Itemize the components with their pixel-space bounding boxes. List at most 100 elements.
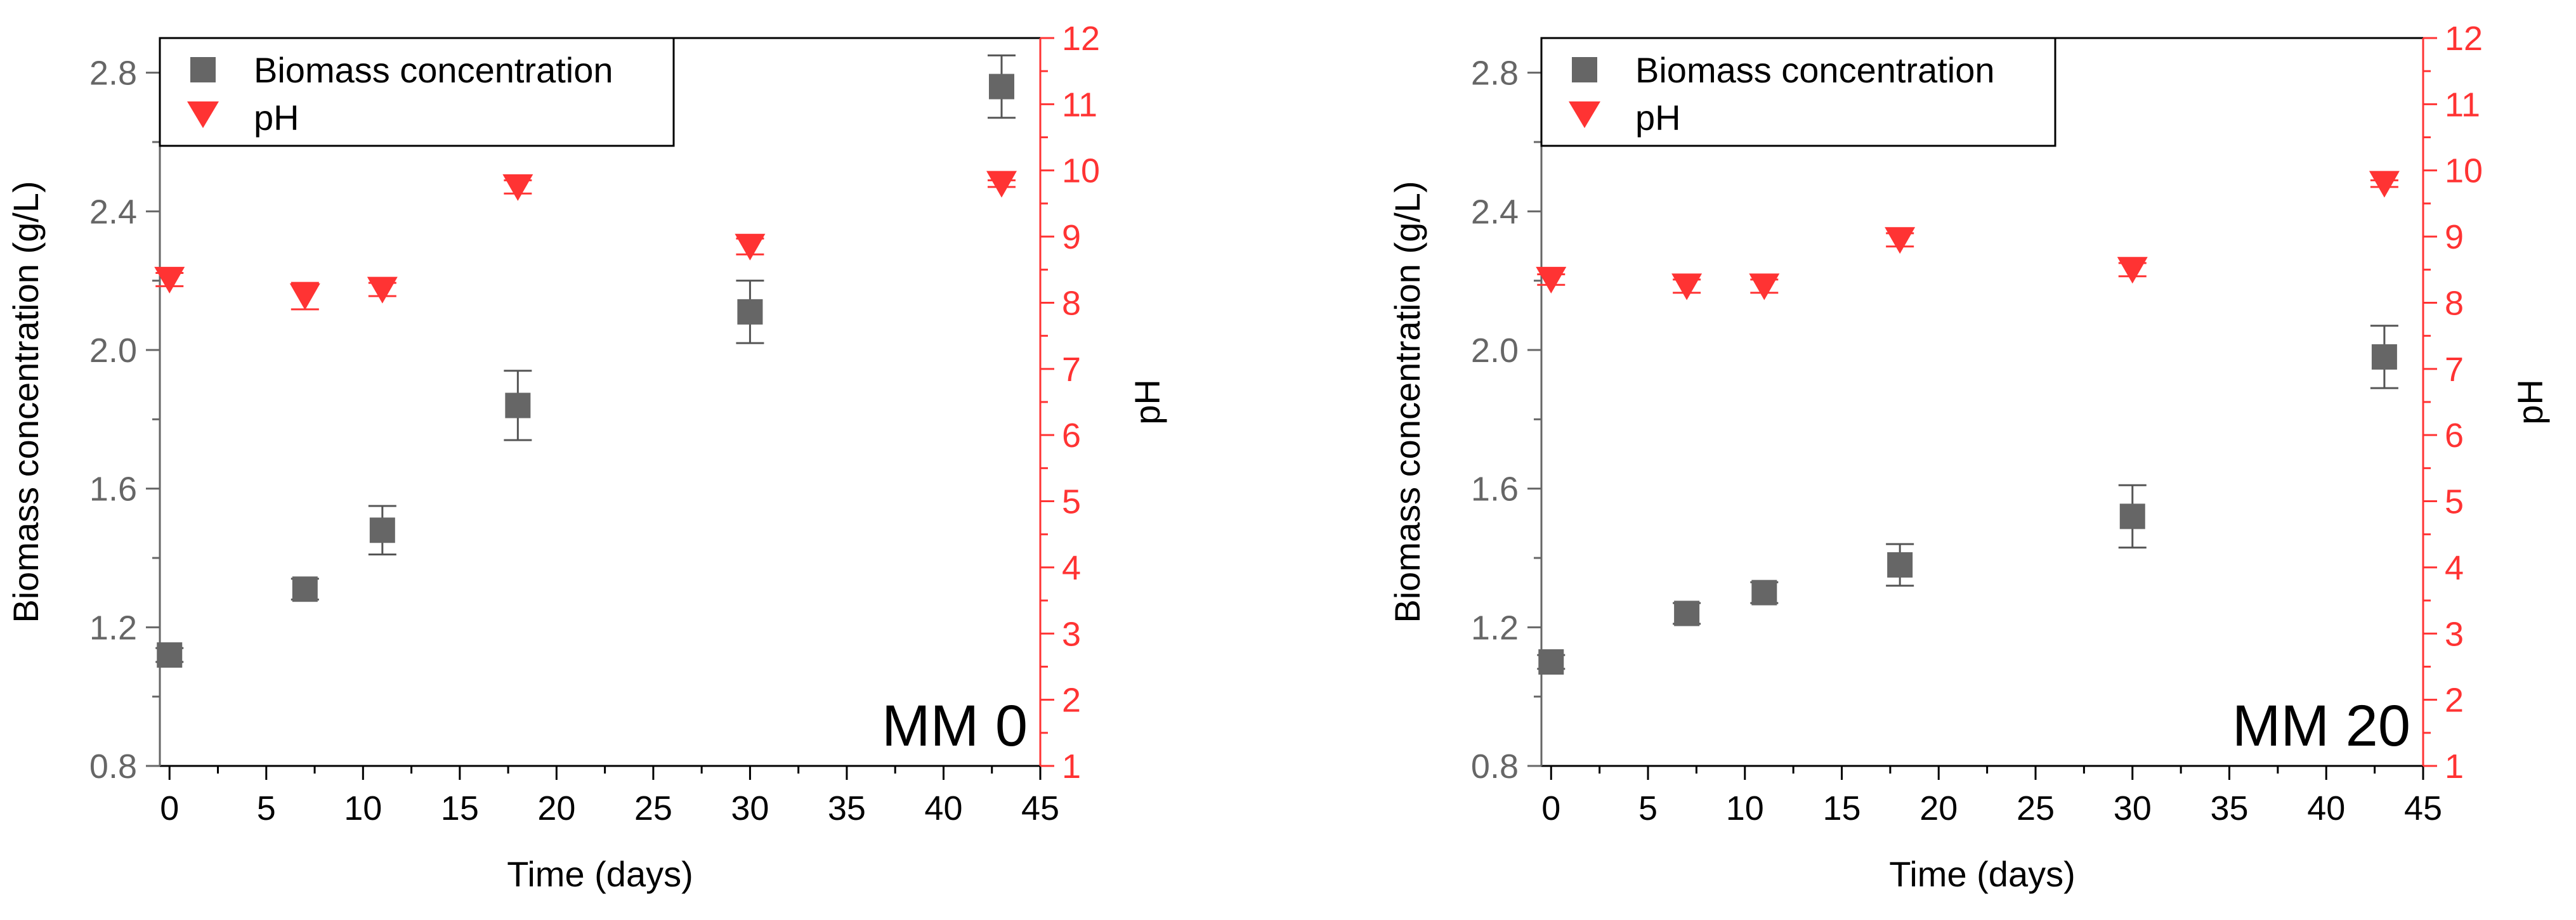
data-point-biomass: [1887, 552, 1913, 578]
legend-marker-ph: [187, 101, 219, 128]
x-tick-label: 10: [1726, 789, 1764, 827]
legend-label-ph: pH: [254, 98, 299, 138]
y2-tick-label: 6: [2445, 417, 2464, 455]
x-tick-label: 35: [2210, 789, 2248, 827]
y2-tick-label: 7: [1062, 351, 1081, 389]
legend-box: [1540, 37, 2056, 147]
x-tick-label: 20: [1919, 789, 1958, 827]
legend-box: [159, 37, 675, 147]
y2-tick-label: 1: [1062, 748, 1081, 786]
x-tick-label: 45: [1021, 789, 1059, 827]
y-tick-label: 2.0: [89, 332, 137, 370]
data-point-ph: [2117, 257, 2148, 284]
y-tick-label: 2.8: [89, 55, 137, 93]
x-axis-title: Time (days): [507, 854, 693, 894]
y2-tick-label: 11: [1062, 86, 1097, 124]
data-point-biomass: [505, 392, 531, 418]
data-point-ph: [1536, 266, 1567, 294]
y2-tick-label: 9: [2445, 218, 2464, 256]
y2-tick-label: 8: [2445, 284, 2464, 322]
data-point-biomass: [737, 299, 763, 325]
legend-marker-biomass: [190, 57, 216, 82]
data-point-ph: [502, 174, 533, 201]
data-point-biomass: [1538, 649, 1564, 675]
y2-tick-label: 2: [1062, 682, 1081, 720]
x-tick-label: 40: [924, 789, 962, 827]
data-point-ph: [986, 171, 1017, 198]
y-tick-label: 2.8: [1471, 55, 1519, 93]
x-tick-label: 5: [1638, 789, 1657, 827]
data-point-biomass: [292, 576, 318, 602]
y2-tick-label: 5: [2445, 483, 2464, 521]
data-point-ph: [1749, 273, 1780, 301]
y2-tick-label: 7: [2445, 351, 2464, 389]
y-tick-label: 2.0: [1471, 332, 1519, 370]
y-tick-label: 0.8: [1471, 748, 1519, 786]
x-tick-label: 40: [2307, 789, 2345, 827]
y-tick-label: 1.6: [1471, 470, 1519, 509]
x-tick-label: 0: [160, 789, 179, 827]
panel-label: MM 20: [2232, 694, 2410, 758]
x-tick-label: 10: [344, 789, 382, 827]
y-tick-label: 1.2: [1471, 609, 1519, 647]
legend-label-ph: pH: [1635, 98, 1681, 138]
x-tick-label: 15: [1822, 789, 1860, 827]
x-tick-label: 35: [828, 789, 866, 827]
data-point-biomass: [157, 642, 183, 668]
data-point-ph: [735, 233, 766, 261]
panel-label: MM 0: [882, 694, 1028, 758]
y2-tick-label: 2: [2445, 682, 2464, 720]
legend-label-biomass: Biomass concentration: [1635, 50, 1995, 90]
legend-label-biomass: Biomass concentration: [254, 50, 613, 90]
x-axis-title: Time (days): [1889, 854, 2076, 894]
data-point-ph: [367, 276, 398, 304]
data-point-ph: [2369, 171, 2400, 198]
y2-tick-label: 11: [2445, 86, 2480, 124]
chart-panel-0: 0 5 10 15 20 25 30 35 40 450.81.21.62.02.42.81234…: [6, 20, 1167, 894]
y-tick-label: 1.6: [89, 470, 137, 509]
data-point-biomass: [1751, 580, 1777, 606]
chart-panel-1: 0 5 10 15 20 25 30 35 40 450.81.21.62.02.42.81234…: [1387, 20, 2550, 894]
y2-axis-title: pH: [1127, 379, 1167, 425]
y-axis-title: Biomass concentration (g/L): [1387, 181, 1427, 623]
x-tick-label: 15: [441, 789, 479, 827]
y2-axis-title: pH: [2510, 379, 2550, 425]
data-point-biomass: [369, 517, 395, 543]
y-axis-title: Biomass concentration (g/L): [6, 181, 46, 623]
y2-tick-label: 8: [1062, 284, 1081, 322]
y-tick-label: 2.4: [1471, 193, 1519, 231]
y2-tick-label: 4: [2445, 549, 2464, 587]
y2-tick-label: 12: [2445, 20, 2483, 58]
y2-tick-label: 3: [1062, 615, 1081, 653]
x-tick-label: 30: [2114, 789, 2152, 827]
y2-tick-label: 4: [1062, 549, 1081, 587]
x-tick-label: 5: [257, 789, 276, 827]
legend-marker-biomass: [1572, 57, 1597, 82]
data-point-ph: [154, 266, 185, 294]
y2-tick-label: 12: [1062, 20, 1100, 58]
y2-tick-label: 6: [1062, 417, 1081, 455]
y-tick-label: 1.2: [89, 609, 137, 647]
y2-tick-label: 5: [1062, 483, 1081, 521]
data-point-biomass: [2371, 344, 2397, 370]
y2-tick-label: 3: [2445, 615, 2464, 653]
x-tick-label: 30: [731, 789, 769, 827]
legend-marker-ph: [1569, 101, 1600, 128]
y2-tick-label: 10: [1062, 152, 1100, 190]
data-point-biomass: [1674, 600, 1700, 626]
data-point-ph: [289, 283, 320, 311]
y-tick-label: 2.4: [89, 193, 137, 231]
y-tick-label: 0.8: [89, 748, 137, 786]
data-point-biomass: [2119, 503, 2145, 529]
data-point-ph: [1671, 273, 1703, 301]
x-tick-label: 20: [537, 789, 575, 827]
y2-tick-label: 10: [2445, 152, 2483, 190]
data-point-ph: [1885, 227, 1916, 254]
x-tick-label: 45: [2404, 789, 2442, 827]
x-tick-label: 0: [1541, 789, 1560, 827]
x-tick-label: 25: [2017, 789, 2055, 827]
y2-tick-label: 1: [2445, 748, 2464, 786]
y2-tick-label: 9: [1062, 218, 1081, 256]
data-point-biomass: [988, 74, 1014, 100]
